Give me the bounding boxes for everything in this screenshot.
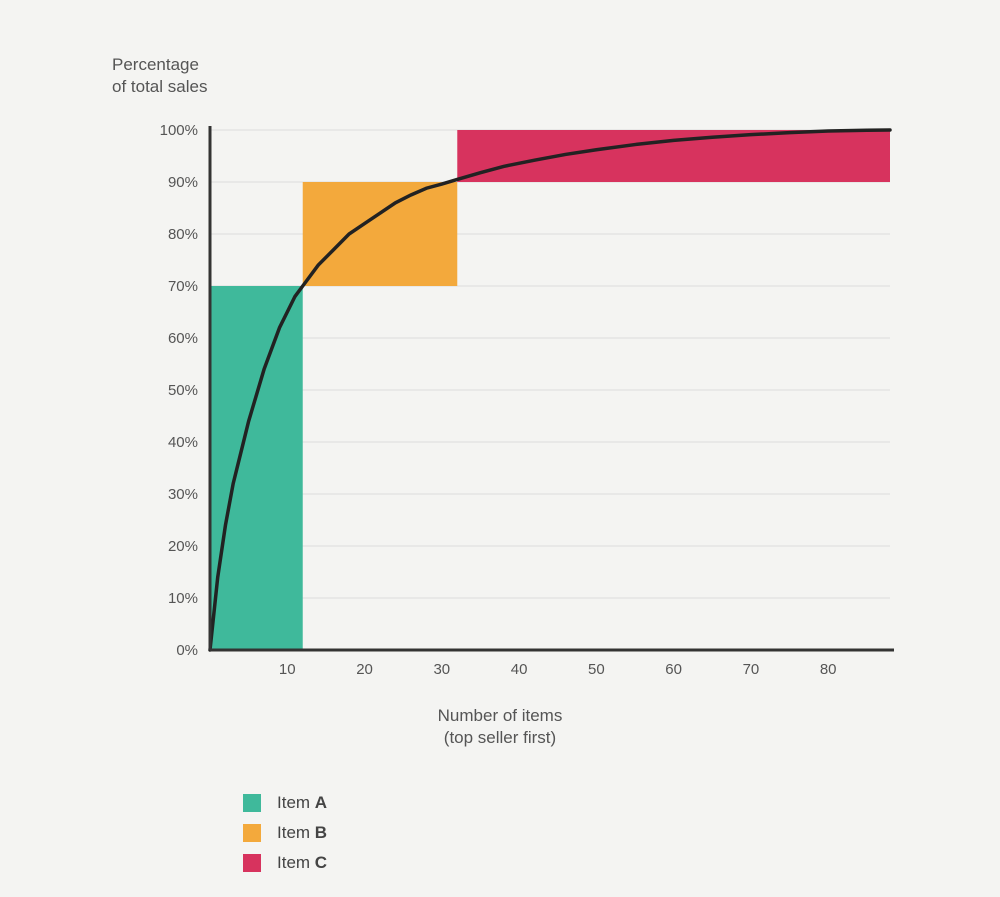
pareto-chart: 0% 10% 20% 30% 40% 50% 60% 70% 80% 90% 100% 10 20 30 4…	[100, 110, 920, 690]
y-tick-label: 30%	[168, 486, 198, 503]
y-tick-label: 40%	[168, 434, 198, 451]
chart-container: { "chart": { "type": "pareto-abc", "back…	[0, 0, 1000, 897]
region-B	[303, 182, 458, 286]
y-tick-label: 100%	[160, 122, 198, 139]
region-C	[457, 130, 890, 182]
x-tick-label: 50	[588, 661, 605, 678]
y-axis-title-line2: of total sales	[112, 77, 207, 96]
region-A	[210, 286, 303, 650]
y-axis-title: Percentage of total sales	[112, 54, 207, 98]
y-tick-label: 50%	[168, 382, 198, 399]
y-tick-label: 0%	[176, 642, 198, 659]
legend-label-C: Item C	[277, 853, 327, 873]
y-tick-label: 10%	[168, 590, 198, 607]
x-tick-label: 40	[511, 661, 528, 678]
x-tick-label: 20	[356, 661, 373, 678]
legend-item-C: Item C	[243, 848, 327, 878]
x-tick-label: 10	[279, 661, 296, 678]
y-tick-label: 80%	[168, 226, 198, 243]
x-axis-title-line2: (top seller first)	[444, 728, 556, 747]
x-axis-title: Number of items (top seller first)	[0, 705, 1000, 749]
legend-item-B: Item B	[243, 818, 327, 848]
legend-label-A: Item A	[277, 793, 327, 813]
legend-item-A: Item A	[243, 788, 327, 818]
y-tick-label: 90%	[168, 174, 198, 191]
legend-swatch-B	[243, 824, 261, 842]
y-axis-title-line1: Percentage	[112, 55, 199, 74]
y-tick-label: 60%	[168, 330, 198, 347]
legend-label-B: Item B	[277, 823, 327, 843]
legend: Item A Item B Item C	[243, 788, 327, 878]
x-tick-label: 70	[743, 661, 760, 678]
x-axis-title-line1: Number of items	[438, 706, 563, 725]
x-tick-label: 60	[665, 661, 682, 678]
x-tick-label: 80	[820, 661, 837, 678]
y-tick-label: 20%	[168, 538, 198, 555]
legend-swatch-A	[243, 794, 261, 812]
y-tick-label: 70%	[168, 278, 198, 295]
x-tick-label: 30	[433, 661, 450, 678]
legend-swatch-C	[243, 854, 261, 872]
